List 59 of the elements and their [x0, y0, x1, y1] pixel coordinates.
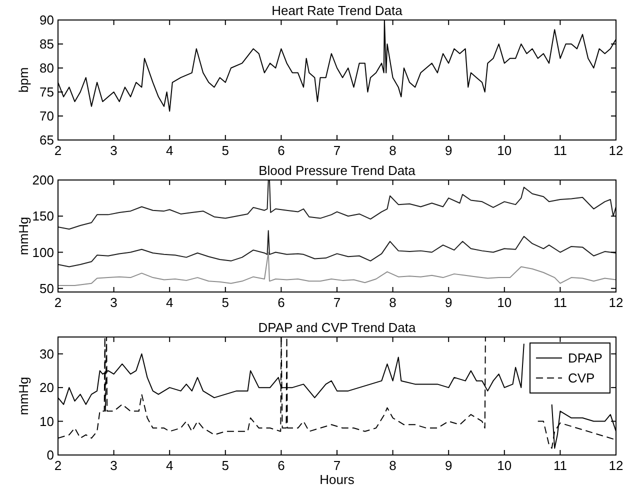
- y-tick-label: 90: [40, 12, 54, 28]
- x-tick-label: 3: [110, 143, 118, 158]
- x-tick-label: 5: [222, 143, 230, 158]
- x-tick-label: 5: [222, 295, 230, 310]
- x-tick-label: 2: [54, 458, 62, 473]
- y-tick-label: 50: [40, 280, 54, 296]
- x-tick-label: 6: [278, 143, 285, 158]
- x-tick-label: 3: [110, 295, 118, 310]
- chart-title: Heart Rate Trend Data: [272, 3, 404, 18]
- line-series: [58, 180, 616, 230]
- y-tick-label: 80: [40, 60, 54, 76]
- x-tick-label: 11: [553, 143, 567, 158]
- x-tick-label: 9: [444, 143, 452, 158]
- y-tick-label: 85: [40, 36, 54, 52]
- y-tick-label: 0: [46, 448, 54, 462]
- y-tick-label: 75: [40, 84, 54, 100]
- x-tick-label: 4: [166, 143, 174, 158]
- x-tick-label: 4: [166, 295, 174, 310]
- y-tick-label: 65: [40, 132, 54, 148]
- x-tick-label: 2: [54, 143, 62, 158]
- x-tick-label: 7: [333, 143, 341, 158]
- x-tick-label: 4: [166, 458, 174, 473]
- chart-title: DPAP and CVP Trend Data: [258, 320, 417, 335]
- x-tick-label: 5: [222, 458, 230, 473]
- x-tick-label: 9: [444, 295, 452, 310]
- y-tick-label: 70: [40, 108, 54, 124]
- x-tick-label: 11: [553, 295, 567, 310]
- legend-label: DPAP: [568, 350, 602, 366]
- y-tick-label: 30: [40, 346, 54, 362]
- x-tick-label: 12: [608, 295, 624, 310]
- x-tick-label: 10: [497, 295, 512, 310]
- line-series: [58, 252, 616, 286]
- x-tick-label: 10: [497, 458, 512, 473]
- x-axis-title: Hours: [320, 472, 355, 486]
- x-tick-label: 8: [389, 458, 396, 473]
- y-axis-title: mmHg: [16, 216, 31, 256]
- y-axis-title: bpm: [16, 67, 31, 93]
- x-tick-label: 2: [54, 295, 62, 310]
- x-tick-label: 8: [389, 143, 396, 158]
- line-series: [58, 230, 616, 268]
- x-tick-label: 6: [278, 295, 285, 310]
- chart-title: Blood Pressure Trend Data: [258, 163, 416, 178]
- y-axis-title: mmHg: [16, 376, 31, 416]
- x-tick-label: 12: [608, 458, 624, 473]
- y-tick-label: 10: [40, 414, 54, 429]
- legend-label: CVP: [568, 370, 595, 386]
- x-tick-label: 9: [444, 458, 452, 473]
- x-tick-label: 11: [553, 458, 567, 473]
- x-tick-label: 7: [333, 458, 341, 473]
- x-tick-label: 3: [110, 458, 118, 473]
- y-tick-label: 20: [40, 380, 54, 396]
- y-tick-label: 150: [32, 208, 54, 224]
- x-tick-label: 8: [389, 295, 396, 310]
- x-tick-label: 10: [497, 143, 512, 158]
- y-tick-label: 200: [32, 172, 54, 188]
- x-tick-label: 12: [608, 143, 624, 158]
- x-tick-label: 7: [333, 295, 341, 310]
- y-tick-label: 100: [32, 244, 54, 260]
- x-tick-label: 6: [278, 458, 285, 473]
